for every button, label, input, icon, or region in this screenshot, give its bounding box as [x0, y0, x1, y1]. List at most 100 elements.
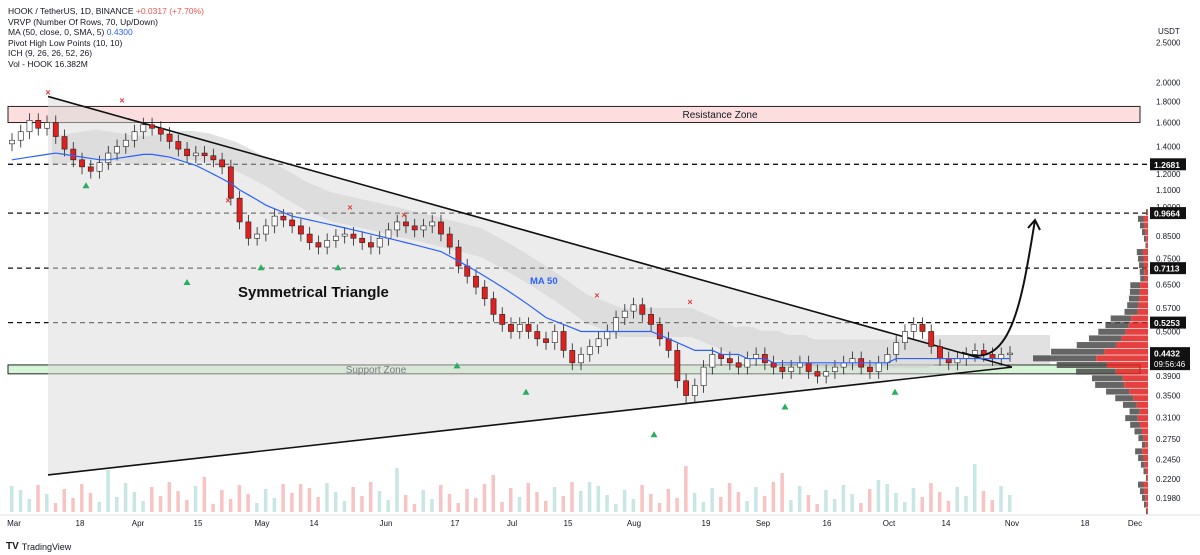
profile-bar-down	[1146, 508, 1148, 515]
price-tick-label: 1.6000	[1156, 119, 1181, 128]
profile-bar-up	[1146, 242, 1148, 249]
price-tick-label: 1.2000	[1156, 170, 1181, 179]
candle	[691, 385, 698, 396]
candle	[910, 324, 917, 332]
price-tick-label: 1.8000	[1156, 97, 1181, 106]
time-tick-label: 14	[942, 519, 951, 528]
profile-bar-down	[1115, 395, 1134, 402]
indicator-volume[interactable]: Vol - HOOK 16.382M	[8, 58, 88, 69]
ma50-label: MA 50	[530, 276, 558, 287]
volume-bar	[141, 501, 145, 512]
profile-bar-up	[1143, 481, 1148, 488]
price-tick-label: 0.6500	[1156, 280, 1181, 289]
profile-bar-down	[1076, 342, 1116, 349]
candle	[341, 233, 348, 237]
volume-bar	[841, 485, 846, 512]
pivot-low-marker	[650, 431, 658, 438]
profile-bar-up	[1143, 455, 1148, 462]
level-tag-label: 0.5253	[1154, 318, 1180, 328]
profile-bar-up	[1146, 501, 1148, 508]
tradingview-logo-icon: TV	[6, 541, 19, 552]
candle	[210, 155, 217, 161]
currency-unit: USDT	[1158, 27, 1180, 36]
candle	[245, 221, 252, 239]
time-tick-label: Jul	[507, 519, 517, 528]
candle	[718, 354, 725, 359]
profile-bar-down	[1145, 474, 1148, 481]
indicator-ma[interactable]: MA (50, close, 0, SMA, 5) 0.4300	[8, 27, 204, 38]
volume-bar	[605, 495, 609, 512]
candle	[254, 233, 261, 239]
candle	[604, 331, 611, 340]
profile-bar-down	[1127, 302, 1139, 309]
symbol-line[interactable]: HOOK / TetherUS, 1D, BINANCE +0.0317 (+7…	[8, 6, 204, 17]
candle	[543, 338, 549, 343]
profile-bar-down	[1076, 368, 1116, 375]
volume-bar	[859, 503, 863, 512]
volume-bar	[342, 501, 347, 512]
profile-bar-down	[1124, 308, 1138, 315]
profile-bar-up	[1136, 401, 1148, 408]
profile-bar-up	[1138, 302, 1148, 309]
price-tick-label: 0.5700	[1156, 304, 1181, 313]
candle	[271, 215, 278, 227]
profile-bar-down	[1143, 468, 1146, 475]
arrow-curve	[961, 219, 1036, 357]
volume-bar	[649, 494, 653, 512]
indicator-ichimoku[interactable]: ICH (9, 26, 26, 52, 26)	[8, 48, 93, 59]
volume-bar	[333, 492, 338, 512]
volume-bar	[657, 503, 662, 512]
candle	[648, 314, 654, 325]
candle	[972, 350, 978, 355]
price-tick-label: 0.2750	[1156, 435, 1181, 444]
candle	[919, 324, 926, 332]
candle	[35, 119, 42, 129]
profile-bar-down	[1056, 361, 1107, 368]
volume-bar	[281, 484, 285, 512]
candle	[569, 350, 576, 364]
candle	[586, 346, 593, 355]
candle	[700, 366, 707, 386]
candle	[297, 225, 304, 235]
profile-bar-up	[1146, 235, 1148, 242]
profile-bar-down	[1105, 322, 1129, 329]
triangle-lower-line	[47, 366, 1013, 476]
candle	[96, 162, 103, 172]
profile-bar-up	[1144, 222, 1148, 229]
candle	[306, 233, 313, 243]
pivot-low-marker	[257, 264, 265, 271]
volume-bar	[395, 468, 399, 512]
indicator-vrvp[interactable]: VRVP (Number Of Rows, 70, Up/Down)	[8, 16, 158, 27]
volume-bar	[797, 486, 802, 512]
volume-bar	[88, 493, 93, 512]
profile-bar-up	[1121, 335, 1148, 342]
candle	[753, 354, 760, 359]
candle	[289, 219, 296, 227]
candle	[280, 215, 287, 221]
arrow-head	[1027, 218, 1041, 231]
profile-bar-down	[1130, 282, 1141, 289]
candle	[368, 242, 374, 248]
candle	[324, 240, 331, 248]
profile-bar-down	[1138, 435, 1144, 442]
volume-bar	[80, 484, 84, 512]
candle	[403, 221, 409, 227]
volume-bar	[220, 490, 224, 512]
profile-bar-up	[1096, 355, 1148, 362]
candle	[44, 122, 50, 129]
price-tick-label: 0.3500	[1156, 392, 1181, 401]
candle	[350, 233, 357, 239]
volume-bar	[736, 492, 741, 512]
profile-bar-up	[1141, 428, 1148, 435]
pivot-low-marker	[82, 182, 90, 189]
volume-bar	[237, 485, 242, 512]
volume-bar	[824, 490, 828, 512]
tradingview-footer[interactable]: TV TradingView	[6, 541, 71, 552]
volume-bar	[815, 504, 819, 512]
volume-bar	[246, 494, 250, 512]
profile-bar-down	[1138, 215, 1144, 222]
pivot-high-marker: ×	[119, 95, 124, 105]
indicator-pivots[interactable]: Pivot High Low Points (10, 10)	[8, 37, 123, 48]
price-tick-label: 0.3100	[1156, 413, 1181, 422]
